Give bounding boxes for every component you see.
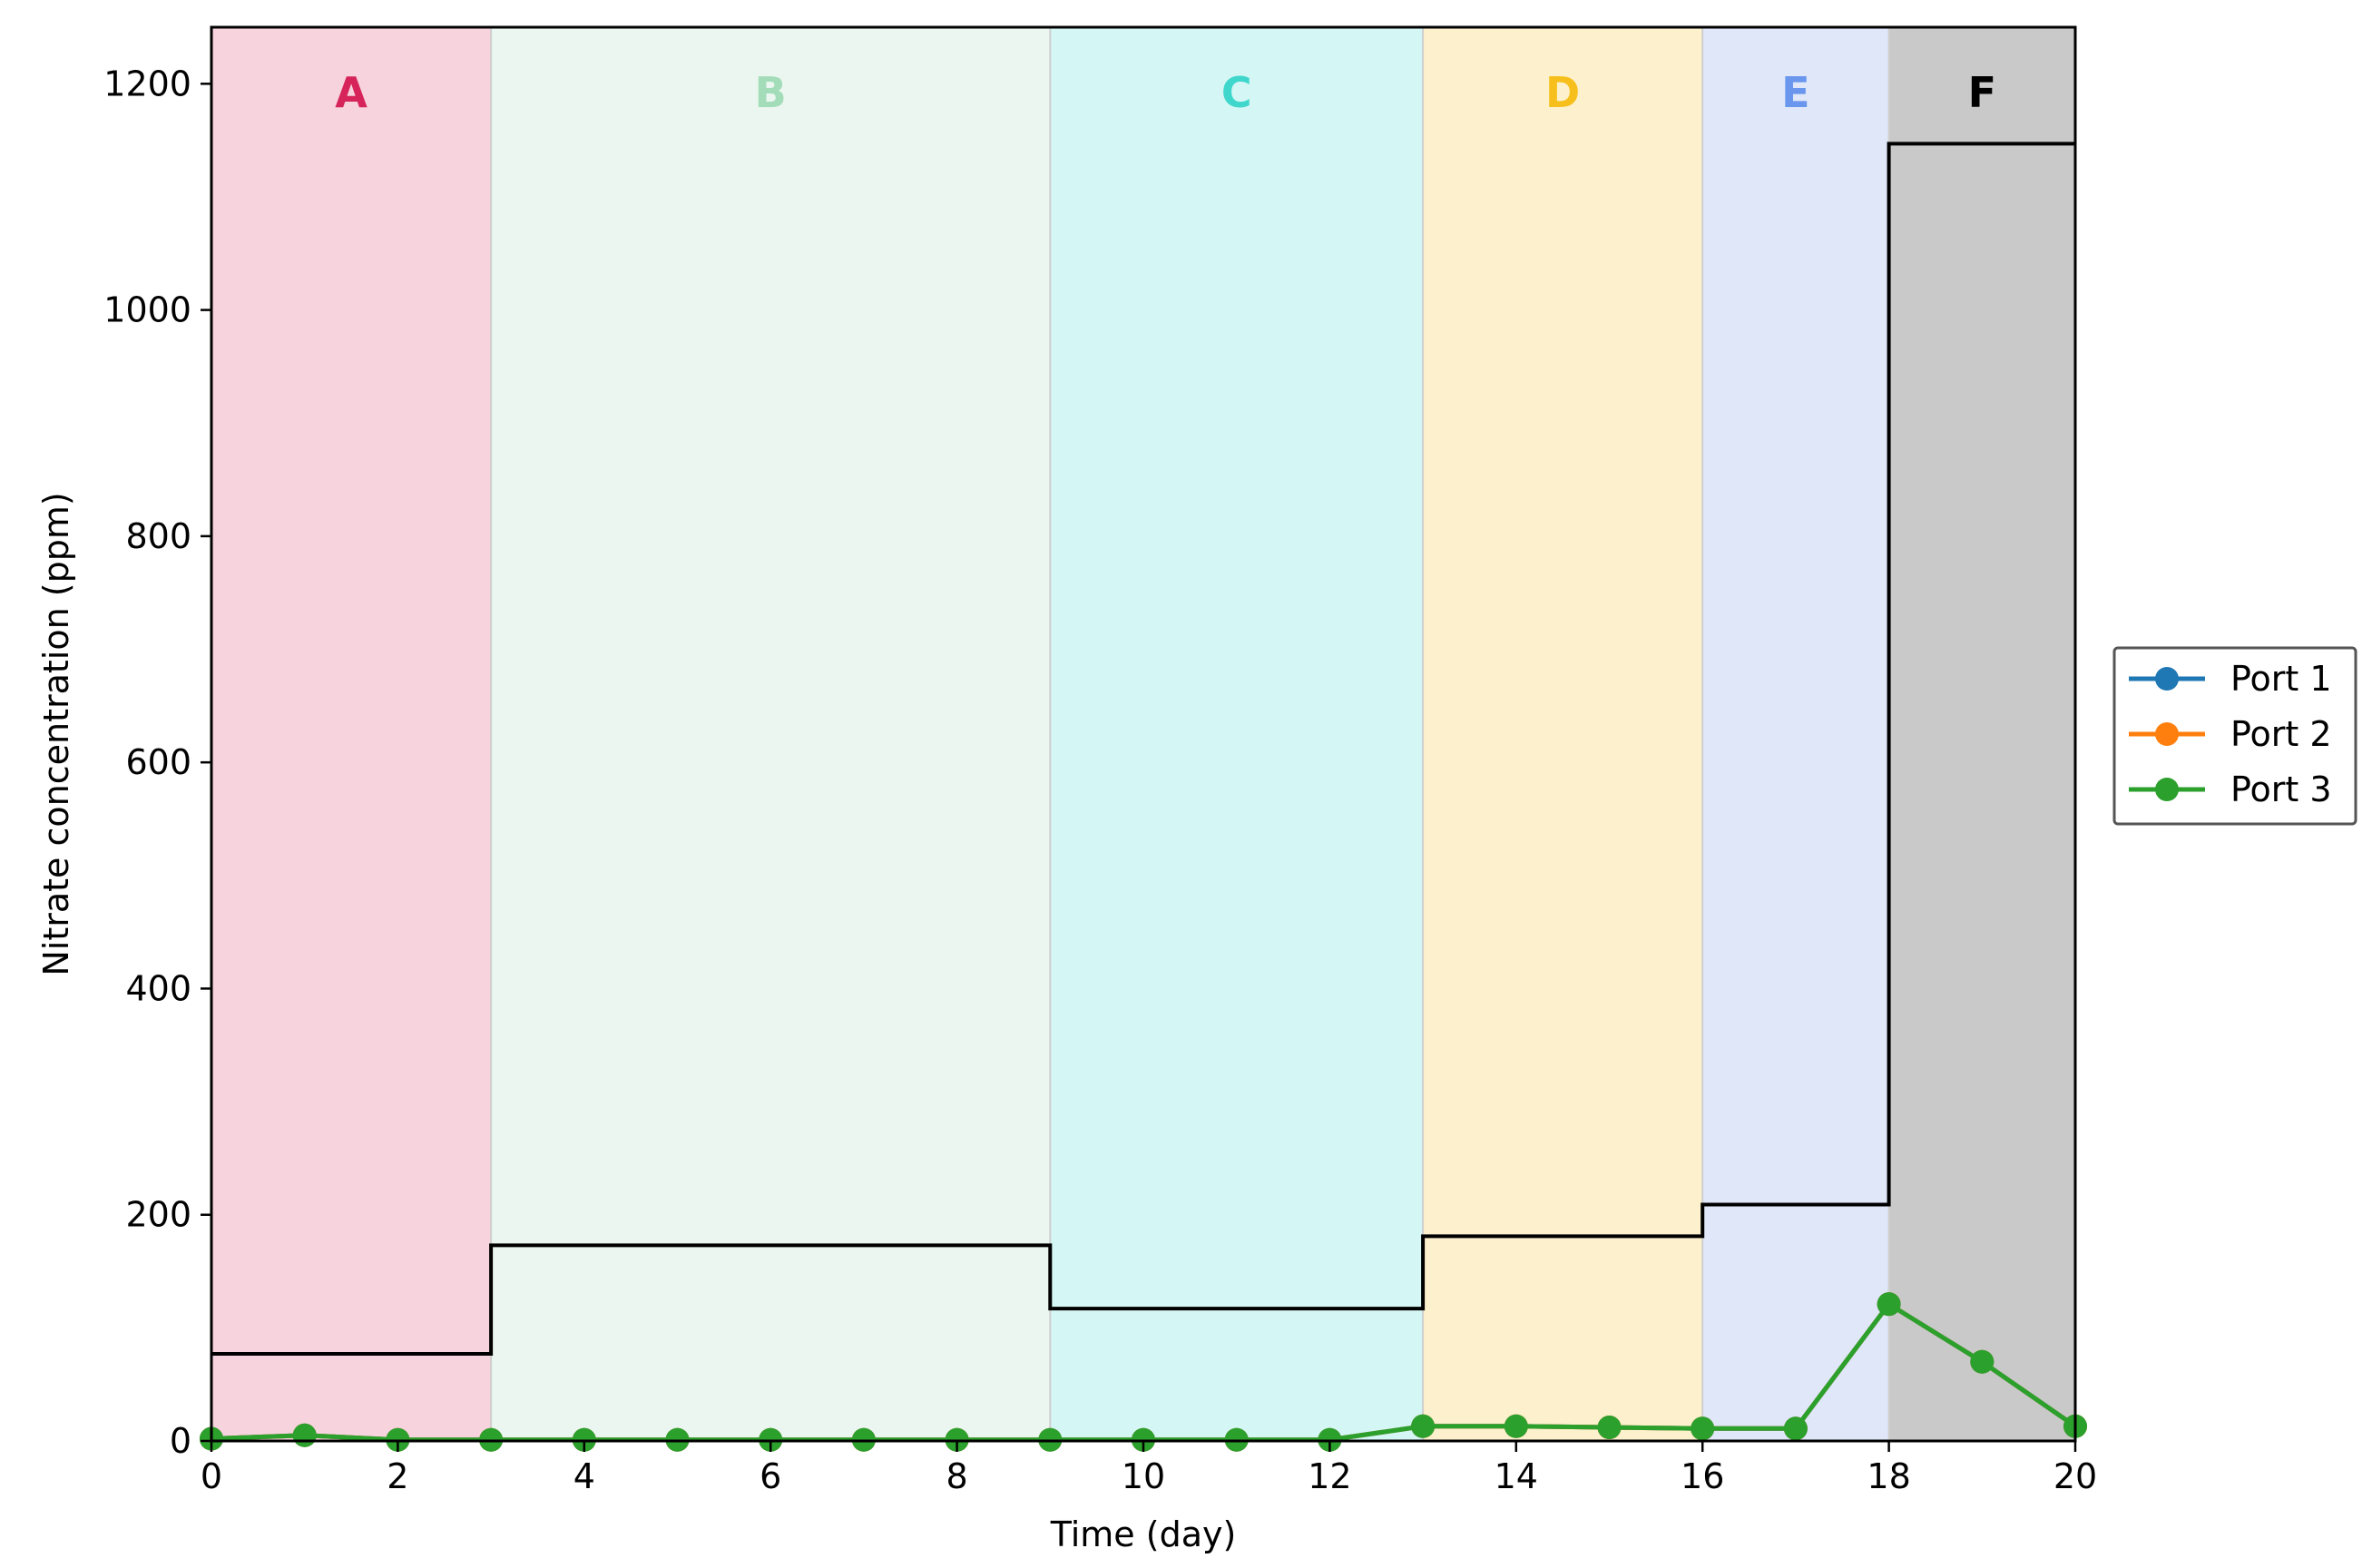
legend-box	[2112, 646, 2357, 826]
x-tick-label: 4	[573, 1456, 595, 1496]
x-tick-label: 8	[946, 1456, 968, 1496]
phase-regions: A B C D E F	[211, 27, 2075, 1441]
x-tick-label: 0	[201, 1456, 222, 1496]
phase-region-f	[1888, 27, 2075, 1441]
legend-marker	[2155, 722, 2179, 746]
legend: Port 1 Port 2 Port 3	[2112, 646, 2357, 826]
phase-region-d	[1423, 27, 1703, 1441]
data-point-port-3	[292, 1423, 317, 1447]
phase-label-f: F	[1968, 68, 1996, 117]
x-tick-label: 16	[1681, 1456, 1724, 1496]
phase-label-e: E	[1781, 68, 1809, 117]
data-point-port-3	[1783, 1416, 1808, 1441]
phase-region-c	[1050, 27, 1424, 1441]
data-point-port-3	[1597, 1416, 1622, 1440]
y-tick-label: 200	[125, 1195, 191, 1235]
x-tick-label: 12	[1308, 1456, 1351, 1496]
y-tick-label: 600	[125, 742, 191, 782]
y-axis-label: Nitrate concentration (ppm)	[36, 492, 76, 975]
data-point-port-3	[1411, 1414, 1436, 1438]
legend-marker	[2155, 667, 2179, 691]
x-tick-label: 10	[1122, 1456, 1165, 1496]
x-tick-label: 14	[1495, 1456, 1538, 1496]
x-tick-label: 20	[2053, 1456, 2097, 1496]
y-tick-label: 0	[170, 1421, 191, 1461]
x-axis-label: Time (day)	[1050, 1514, 1237, 1554]
phase-region-a	[211, 27, 492, 1441]
data-point-port-3	[1877, 1292, 1901, 1317]
x-tick-label: 6	[760, 1456, 781, 1496]
data-point-port-3	[1504, 1414, 1528, 1438]
legend-label: Port 3	[2230, 769, 2332, 809]
x-tick-label: 2	[387, 1456, 408, 1496]
legend-marker	[2155, 778, 2179, 801]
x-tick-label: 18	[1867, 1456, 1910, 1496]
y-tick-label: 400	[125, 968, 191, 1008]
y-tick-label: 800	[125, 516, 191, 556]
y-tick-label: 1000	[103, 290, 191, 330]
legend-label: Port 2	[2230, 714, 2332, 754]
phase-region-e	[1702, 27, 1889, 1441]
phase-label-a: A	[335, 68, 368, 117]
y-tick-label: 1200	[103, 64, 191, 103]
phase-label-b: B	[755, 68, 787, 117]
phase-region-b	[491, 27, 1051, 1441]
data-point-port-3	[1970, 1349, 1995, 1374]
influent-step-line	[211, 142, 2075, 1357]
phase-label-d: D	[1545, 68, 1580, 117]
phase-label-c: C	[1221, 68, 1252, 117]
legend-label: Port 1	[2230, 659, 2332, 699]
data-point-port-3	[1691, 1416, 1715, 1441]
